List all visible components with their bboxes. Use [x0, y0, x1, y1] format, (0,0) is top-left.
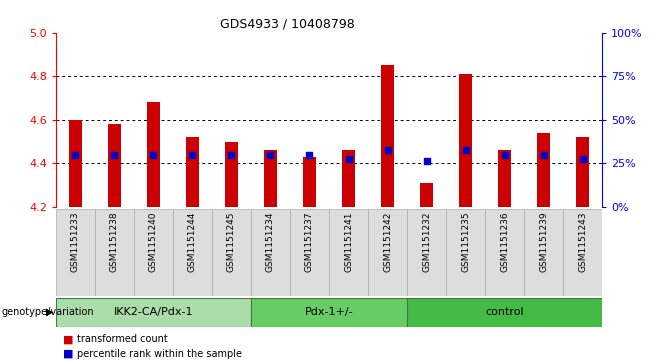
Point: [148, 152, 159, 158]
Text: GSM1151239: GSM1151239: [539, 211, 548, 272]
Text: GSM1151244: GSM1151244: [188, 211, 197, 272]
Bar: [485, 209, 524, 296]
Bar: [497, 150, 511, 207]
Text: GSM1151233: GSM1151233: [71, 211, 80, 272]
Bar: [342, 150, 355, 207]
Bar: [108, 124, 121, 207]
Bar: [459, 74, 472, 207]
Point: [538, 152, 549, 158]
Text: ■: ■: [63, 334, 73, 344]
Text: GSM1151237: GSM1151237: [305, 211, 314, 272]
Point: [109, 152, 120, 158]
Text: GSM1151238: GSM1151238: [110, 211, 119, 272]
Bar: [420, 183, 434, 207]
Bar: [407, 209, 446, 296]
Bar: [563, 209, 602, 296]
Bar: [68, 120, 82, 207]
Bar: [329, 209, 368, 296]
Point: [226, 152, 237, 158]
Bar: [95, 209, 134, 296]
Text: Pdx-1+/-: Pdx-1+/-: [305, 307, 353, 317]
Bar: [381, 65, 394, 207]
Bar: [186, 137, 199, 207]
Text: percentile rank within the sample: percentile rank within the sample: [77, 349, 242, 359]
Point: [577, 156, 588, 162]
Bar: [576, 137, 590, 207]
Text: GSM1151234: GSM1151234: [266, 211, 275, 272]
Text: GSM1151242: GSM1151242: [383, 211, 392, 272]
Bar: [368, 209, 407, 296]
Bar: [303, 157, 316, 207]
Point: [304, 152, 315, 158]
Bar: [290, 209, 329, 296]
Text: control: control: [485, 307, 524, 317]
Text: GSM1151241: GSM1151241: [344, 211, 353, 272]
Bar: [251, 298, 407, 327]
Text: GSM1151243: GSM1151243: [578, 211, 587, 272]
Text: GSM1151232: GSM1151232: [422, 211, 431, 272]
Bar: [537, 133, 550, 207]
Text: ■: ■: [63, 349, 73, 359]
Bar: [173, 209, 212, 296]
Bar: [134, 209, 173, 296]
Point: [343, 156, 354, 162]
Text: ▶: ▶: [46, 307, 53, 317]
Bar: [251, 209, 290, 296]
Bar: [56, 298, 251, 327]
Bar: [407, 298, 602, 327]
Point: [499, 152, 510, 158]
Point: [70, 152, 81, 158]
Point: [382, 147, 393, 153]
Bar: [264, 150, 277, 207]
Bar: [56, 209, 95, 296]
Point: [461, 147, 471, 153]
Point: [188, 152, 198, 158]
Bar: [446, 209, 485, 296]
Bar: [524, 209, 563, 296]
Text: GSM1151240: GSM1151240: [149, 211, 158, 272]
Text: GSM1151245: GSM1151245: [227, 211, 236, 272]
Text: IKK2-CA/Pdx-1: IKK2-CA/Pdx-1: [114, 307, 193, 317]
Text: genotype/variation: genotype/variation: [1, 307, 94, 317]
Text: GDS4933 / 10408798: GDS4933 / 10408798: [220, 18, 355, 31]
Point: [421, 158, 432, 164]
Bar: [224, 142, 238, 207]
Bar: [212, 209, 251, 296]
Text: GSM1151236: GSM1151236: [500, 211, 509, 272]
Bar: [147, 102, 161, 207]
Text: transformed count: transformed count: [77, 334, 168, 344]
Text: GSM1151235: GSM1151235: [461, 211, 470, 272]
Point: [265, 152, 276, 158]
